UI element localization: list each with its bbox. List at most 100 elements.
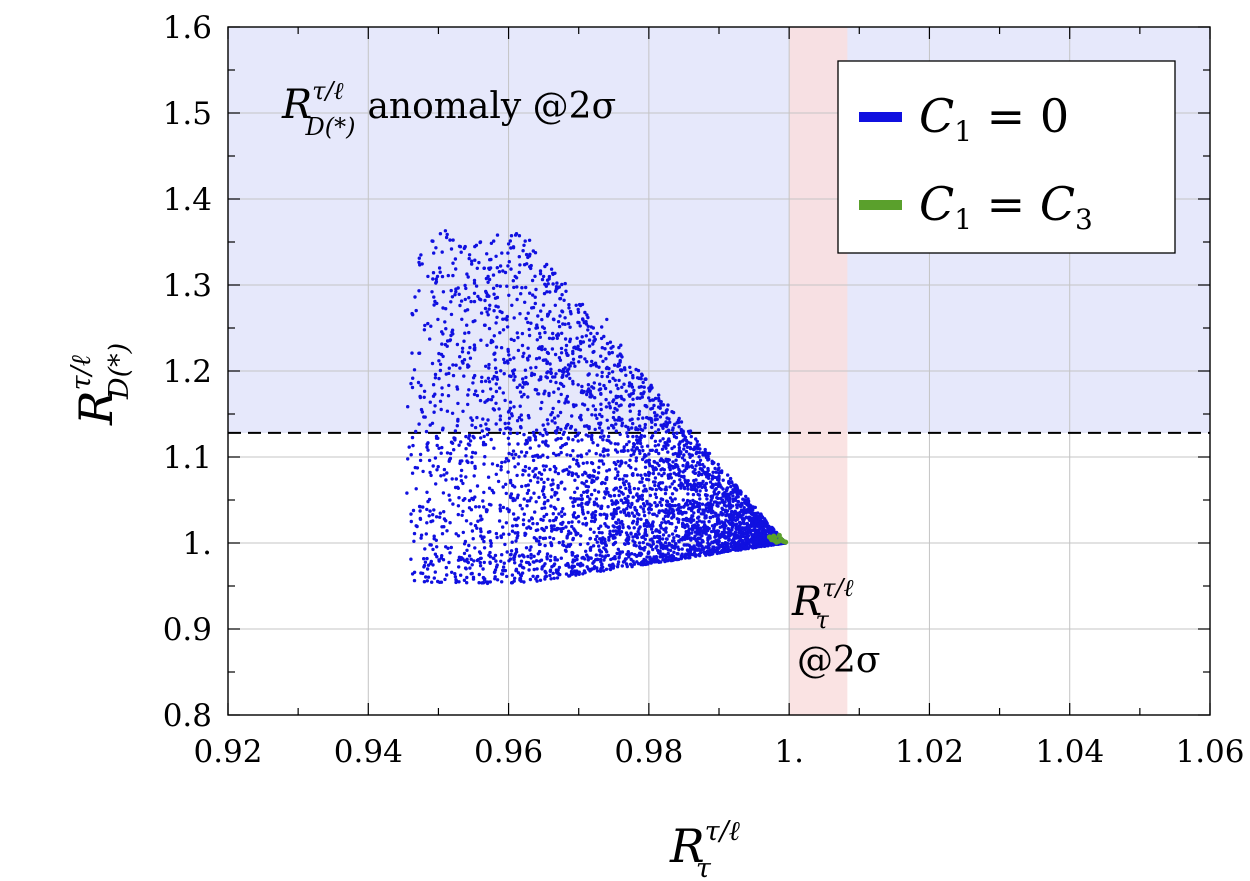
- data-point-c1-zero: [666, 548, 670, 552]
- data-point-c1-zero: [527, 519, 531, 523]
- data-point-c1-zero: [686, 524, 690, 528]
- data-point-c1-zero: [571, 361, 576, 365]
- data-point-c1-zero: [693, 553, 698, 557]
- data-point-c1-zero: [589, 519, 594, 523]
- data-point-c1-zero: [426, 448, 430, 452]
- data-point-c1-zero: [696, 492, 700, 497]
- data-point-c1-zero: [604, 357, 608, 361]
- data-point-c1-zero: [512, 316, 516, 320]
- data-point-c1-zero: [548, 362, 552, 366]
- data-point-c1-zero: [672, 550, 676, 554]
- data-point-c1-zero: [413, 295, 417, 299]
- data-point-c1-zero: [688, 518, 692, 522]
- data-point-c1-zero: [679, 486, 683, 490]
- data-point-c1-zero: [703, 447, 707, 452]
- data-point-c1-zero: [471, 381, 475, 385]
- data-point-c1-zero: [469, 557, 473, 561]
- data-point-c1-zero: [500, 572, 504, 576]
- data-point-c1-zero: [548, 467, 552, 472]
- data-point-c1-zero: [642, 548, 646, 552]
- data-point-c1-zero: [589, 395, 593, 399]
- data-point-c1-zero: [541, 423, 545, 427]
- data-point-c1-zero: [595, 569, 600, 573]
- data-point-c1-zero: [647, 511, 651, 515]
- data-point-c1-zero: [574, 530, 578, 535]
- data-point-c1-zero: [681, 498, 685, 502]
- data-point-c1-zero: [675, 431, 679, 435]
- data-point-c1-zero: [641, 416, 645, 420]
- data-point-c1-zero: [481, 567, 485, 571]
- data-point-c1-zero: [676, 454, 680, 458]
- data-point-c1-zero: [465, 581, 469, 585]
- data-point-c1-zero: [565, 369, 570, 373]
- data-point-c1-zero: [515, 473, 519, 478]
- data-point-c1-c3: [766, 534, 773, 540]
- data-point-c1-zero: [441, 558, 446, 562]
- data-point-c1-zero: [517, 255, 521, 259]
- data-point-c1-zero: [589, 461, 594, 465]
- data-point-c1-zero: [607, 538, 611, 542]
- data-point-c1-zero: [581, 555, 585, 560]
- data-point-c1-zero: [543, 577, 547, 581]
- data-point-c1-zero: [561, 526, 565, 531]
- data-point-c1-zero: [650, 398, 655, 402]
- data-point-c1-zero: [537, 378, 541, 382]
- data-point-c1-zero: [448, 338, 452, 343]
- data-point-c1-zero: [653, 423, 658, 427]
- data-point-c1-zero: [652, 411, 657, 415]
- data-point-c1-zero: [658, 500, 662, 504]
- data-point-c1-zero: [638, 424, 642, 428]
- data-point-c1-zero: [566, 322, 571, 326]
- data-point-c1-zero: [545, 418, 550, 422]
- data-point-c1-zero: [620, 423, 624, 428]
- legend-label-c1-c3: C1 = C3: [919, 177, 1093, 236]
- data-point-c1-zero: [542, 326, 546, 330]
- data-point-c1-zero: [418, 395, 423, 400]
- data-point-c1-zero: [527, 327, 531, 332]
- data-point-c1-zero: [516, 571, 521, 575]
- data-point-c1-zero: [709, 498, 713, 502]
- data-point-c1-zero: [510, 452, 514, 457]
- data-point-c1-zero: [611, 344, 615, 349]
- data-point-c1-zero: [608, 406, 612, 410]
- data-point-c1-zero: [645, 499, 649, 504]
- data-point-c1-zero: [657, 560, 661, 564]
- data-point-c1-zero: [501, 328, 506, 332]
- data-point-c1-zero: [561, 373, 565, 377]
- x-tick-label: 0.94: [334, 734, 403, 770]
- data-point-c1-zero: [438, 362, 443, 366]
- data-point-c1-zero: [507, 421, 511, 425]
- data-point-c1-zero: [475, 393, 480, 398]
- data-point-c1-zero: [444, 478, 448, 482]
- data-point-c1-zero: [425, 521, 429, 525]
- data-point-c1-zero: [560, 382, 564, 386]
- data-point-c1-zero: [425, 490, 429, 494]
- data-point-c1-zero: [735, 505, 739, 510]
- data-point-c1-zero: [572, 564, 576, 569]
- data-point-c1-zero: [410, 385, 415, 390]
- data-point-c1-zero: [650, 448, 654, 452]
- data-point-c1-zero: [671, 508, 675, 512]
- data-point-c1-zero: [653, 476, 658, 480]
- data-point-c1-zero: [708, 480, 713, 484]
- data-point-c1-zero: [672, 434, 677, 439]
- data-point-c1-zero: [455, 424, 459, 428]
- data-point-c1-zero: [750, 509, 754, 513]
- data-point-c1-zero: [630, 501, 634, 506]
- data-point-c1-zero: [612, 426, 616, 430]
- data-point-c1-zero: [672, 513, 676, 517]
- data-point-c1-zero: [597, 530, 602, 535]
- data-point-c1-zero: [684, 510, 688, 515]
- data-point-c1-zero: [692, 544, 696, 548]
- data-point-c1-zero: [501, 565, 506, 569]
- data-point-c1-zero: [527, 354, 532, 358]
- data-point-c1-zero: [619, 459, 623, 463]
- data-point-c1-zero: [524, 375, 528, 380]
- data-point-c1-zero: [459, 468, 464, 473]
- data-point-c1-zero: [683, 556, 688, 560]
- data-point-c1-zero: [489, 437, 493, 442]
- data-point-c1-zero: [616, 442, 620, 446]
- data-point-c1-zero: [760, 523, 765, 527]
- data-point-c1-zero: [445, 232, 449, 237]
- data-point-c1-zero: [627, 464, 631, 468]
